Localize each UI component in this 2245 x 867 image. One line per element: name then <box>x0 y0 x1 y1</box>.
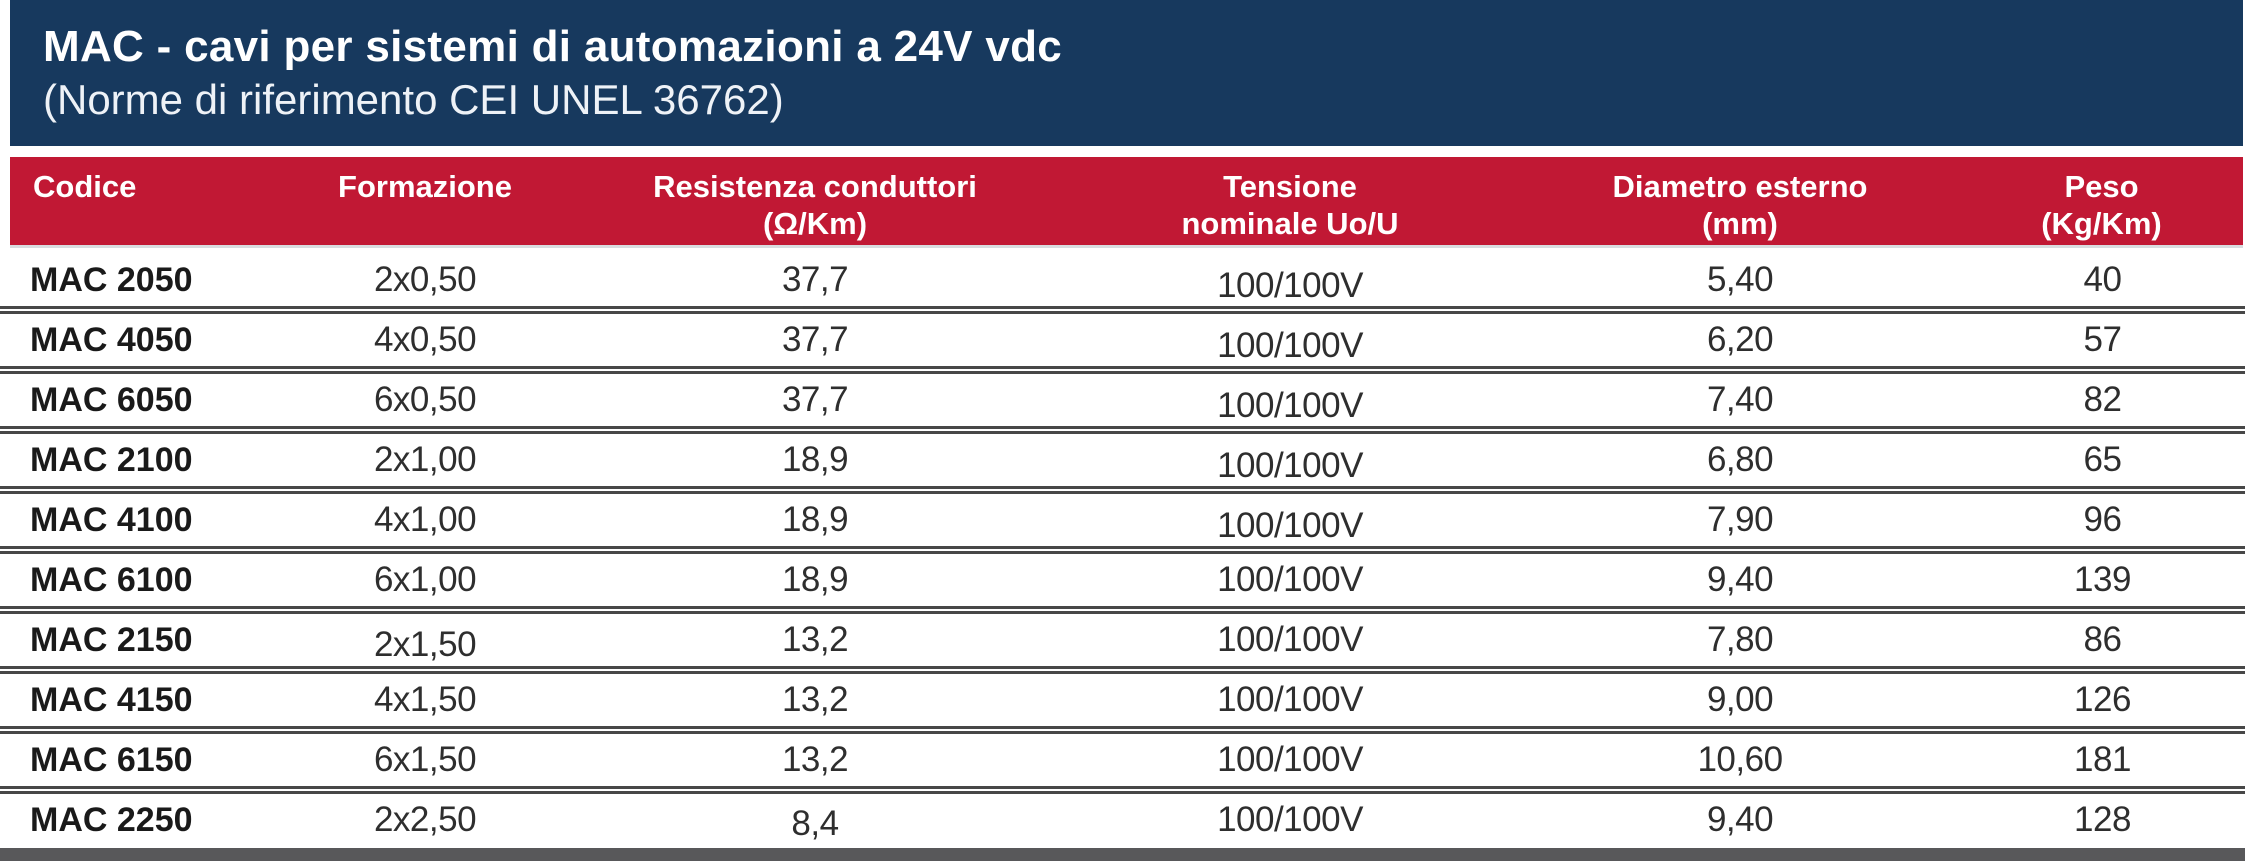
table-row: MAC 6150 6x1,50 13,2 100/100V 10,60 181 <box>0 726 2245 786</box>
cell-codice: MAC 2150 <box>30 620 193 659</box>
cell-diametro: 5,40 <box>1706 260 1774 299</box>
table-row: MAC 2150 2x1,50 13,2 100/100V 7,80 86 <box>0 606 2245 666</box>
column-header-diametro-line2: (mm) <box>1702 206 1778 241</box>
cell-resistenza: 37,7 <box>781 320 849 359</box>
cell-tensione: 100/100V <box>1217 620 1363 659</box>
cell-codice: MAC 4050 <box>30 320 193 359</box>
cell-peso: 40 <box>2083 260 2122 299</box>
table-row: MAC 6100 6x1,00 18,9 100/100V 9,40 139 <box>0 546 2245 606</box>
column-header-codice: Codice <box>10 168 280 245</box>
cell-peso: 128 <box>2074 800 2131 839</box>
column-header-diametro: Diametro esterno (mm) <box>1520 168 1960 245</box>
column-header-formazione-line1: Formazione <box>338 169 512 204</box>
cell-diametro: 6,20 <box>1706 320 1774 359</box>
column-header-tensione-line2: nominale Uo/U <box>1181 206 1399 241</box>
cell-formazione: 2x0,50 <box>373 260 477 299</box>
cell-resistenza: 18,9 <box>781 560 849 599</box>
cell-peso: 57 <box>2083 320 2122 359</box>
cell-peso: 126 <box>2074 680 2131 719</box>
column-header-peso: Peso (Kg/Km) <box>1960 168 2243 245</box>
page-title: MAC - cavi per sistemi di automazioni a … <box>43 22 1063 72</box>
cell-peso: 86 <box>2083 620 2122 659</box>
cell-diametro: 9,00 <box>1706 680 1774 719</box>
cell-formazione: 4x1,00 <box>373 500 477 539</box>
cell-tensione: 100/100V <box>1217 386 1363 425</box>
cell-codice: MAC 6150 <box>30 740 193 779</box>
cell-resistenza: 37,7 <box>781 260 849 299</box>
cell-peso: 139 <box>2074 560 2131 599</box>
cell-tensione: 100/100V <box>1217 740 1363 779</box>
bottom-rule <box>0 848 2245 861</box>
title-banner: MAC - cavi per sistemi di automazioni a … <box>10 0 2243 146</box>
cell-codice: MAC 2050 <box>30 260 193 299</box>
cell-codice: MAC 4150 <box>30 680 193 719</box>
cell-peso: 82 <box>2083 380 2122 419</box>
cell-diametro: 10,60 <box>1697 740 1783 779</box>
column-header-resistenza-line2: (Ω/Km) <box>762 206 868 241</box>
column-header-resistenza-line1: Resistenza conduttori <box>653 169 977 204</box>
table-header-row: Codice Formazione Resistenza conduttori … <box>10 157 2243 248</box>
table-row: MAC 2100 2x1,00 18,9 100/100V 6,80 65 <box>0 426 2245 486</box>
cell-tensione: 100/100V <box>1217 446 1363 485</box>
column-header-formazione: Formazione <box>280 168 570 245</box>
cell-formazione: 6x1,00 <box>373 560 477 599</box>
column-header-tensione: Tensione nominale Uo/U <box>1060 168 1520 245</box>
column-header-tensione-line1: Tensione <box>1223 169 1357 204</box>
cell-peso: 96 <box>2083 500 2122 539</box>
cell-formazione: 6x1,50 <box>373 740 477 779</box>
column-header-codice-line1: Codice <box>33 169 137 204</box>
cell-resistenza: 8,4 <box>791 804 839 843</box>
cell-codice: MAC 6050 <box>30 380 193 419</box>
cell-tensione: 100/100V <box>1217 506 1363 545</box>
cell-diametro: 7,80 <box>1706 620 1774 659</box>
cell-peso: 181 <box>2074 740 2131 779</box>
cell-codice: MAC 2250 <box>30 800 193 839</box>
cell-diametro: 6,80 <box>1706 440 1774 479</box>
column-header-resistenza: Resistenza conduttori (Ω/Km) <box>570 168 1060 245</box>
table-row: MAC 2050 2x0,50 37,7 100/100V 5,40 40 <box>0 254 2245 306</box>
cell-tensione: 100/100V <box>1217 680 1363 719</box>
cell-resistenza: 13,2 <box>781 740 849 779</box>
table-row: MAC 6050 6x0,50 37,7 100/100V 7,40 82 <box>0 366 2245 426</box>
cell-diametro: 9,40 <box>1706 800 1774 839</box>
column-header-diametro-line1: Diametro esterno <box>1612 169 1868 204</box>
cell-diametro: 7,40 <box>1706 380 1774 419</box>
table-row: MAC 4100 4x1,00 18,9 100/100V 7,90 96 <box>0 486 2245 546</box>
table-row: MAC 2250 2x2,50 8,4 100/100V 9,40 128 <box>0 786 2245 846</box>
cell-diametro: 7,90 <box>1706 500 1774 539</box>
cell-tensione: 100/100V <box>1217 800 1363 839</box>
cell-formazione: 4x1,50 <box>373 680 477 719</box>
cell-resistenza: 18,9 <box>781 440 849 479</box>
cell-resistenza: 13,2 <box>781 620 849 659</box>
cell-codice: MAC 4100 <box>30 500 193 539</box>
cell-formazione: 2x2,50 <box>373 800 477 839</box>
cell-formazione: 2x1,50 <box>373 625 477 664</box>
table-body: MAC 2050 2x0,50 37,7 100/100V 5,40 40 MA… <box>0 254 2245 846</box>
cell-formazione: 4x0,50 <box>373 320 477 359</box>
page-subtitle: (Norme di riferimento CEI UNEL 36762) <box>43 75 784 123</box>
cell-resistenza: 13,2 <box>781 680 849 719</box>
cell-codice: MAC 2100 <box>30 440 193 479</box>
cell-formazione: 6x0,50 <box>373 380 477 419</box>
cell-resistenza: 18,9 <box>781 500 849 539</box>
column-header-peso-line2: (Kg/Km) <box>2041 206 2162 241</box>
table-row: MAC 4150 4x1,50 13,2 100/100V 9,00 126 <box>0 666 2245 726</box>
column-header-peso-line1: Peso <box>2064 169 2139 204</box>
table-row: MAC 4050 4x0,50 37,7 100/100V 6,20 57 <box>0 306 2245 366</box>
cell-resistenza: 37,7 <box>781 380 849 419</box>
cell-codice: MAC 6100 <box>30 560 193 599</box>
cell-tensione: 100/100V <box>1217 326 1363 365</box>
cell-peso: 65 <box>2083 440 2122 479</box>
cell-tensione: 100/100V <box>1217 560 1363 599</box>
cell-formazione: 2x1,00 <box>373 440 477 479</box>
cell-diametro: 9,40 <box>1706 560 1774 599</box>
cell-tensione: 100/100V <box>1217 266 1363 305</box>
